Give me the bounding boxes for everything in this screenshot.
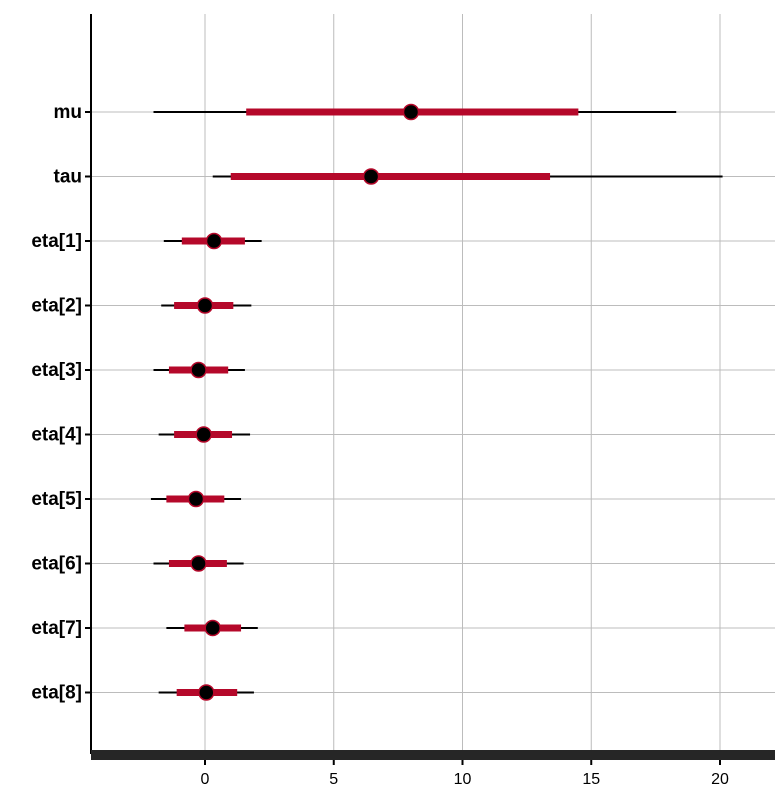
median-point	[198, 684, 215, 701]
y-tick-label: eta[5]	[31, 489, 82, 510]
x-tick-label: 5	[329, 771, 338, 788]
median-point	[195, 426, 212, 443]
parameter-row	[163, 232, 262, 250]
parameter-row	[153, 103, 677, 121]
median-point	[190, 555, 207, 572]
median-point	[187, 490, 205, 508]
marks	[150, 103, 723, 701]
parameter-row	[158, 426, 251, 443]
y-tick-label: eta[7]	[31, 618, 82, 639]
y-tick-label: eta[2]	[31, 296, 82, 317]
parameter-row	[150, 490, 242, 508]
parameter-row	[153, 361, 245, 379]
x-tick-label: 20	[711, 771, 729, 788]
median-point	[402, 103, 420, 121]
y-tick-label: eta[8]	[31, 683, 82, 704]
median-point	[205, 232, 223, 250]
x-axis-bar	[91, 750, 775, 760]
median-point	[190, 361, 207, 379]
y-tick-label: mu	[54, 102, 83, 123]
parameter-row	[166, 619, 258, 637]
median-point	[362, 168, 380, 185]
parameter-row	[212, 168, 723, 185]
y-tick-label: eta[4]	[31, 425, 82, 446]
parameter-row	[161, 297, 252, 314]
y-tick-label: tau	[54, 167, 83, 188]
x-tick-label: 10	[454, 771, 472, 788]
parameter-row	[158, 684, 254, 701]
y-tick-label: eta[6]	[31, 554, 82, 575]
y-tick-label: eta[3]	[31, 360, 82, 381]
median-point	[196, 297, 214, 314]
y-tick-label: eta[1]	[31, 231, 82, 252]
median-point	[204, 619, 221, 637]
parameter-row	[153, 555, 244, 572]
x-tick-label: 0	[201, 771, 210, 788]
grid	[91, 14, 775, 750]
axes: 0 5 10 15 20 mu tau eta[1] eta[2] eta[3] eta[4] eta…	[31, 14, 775, 788]
x-tick-label: 15	[582, 771, 600, 788]
